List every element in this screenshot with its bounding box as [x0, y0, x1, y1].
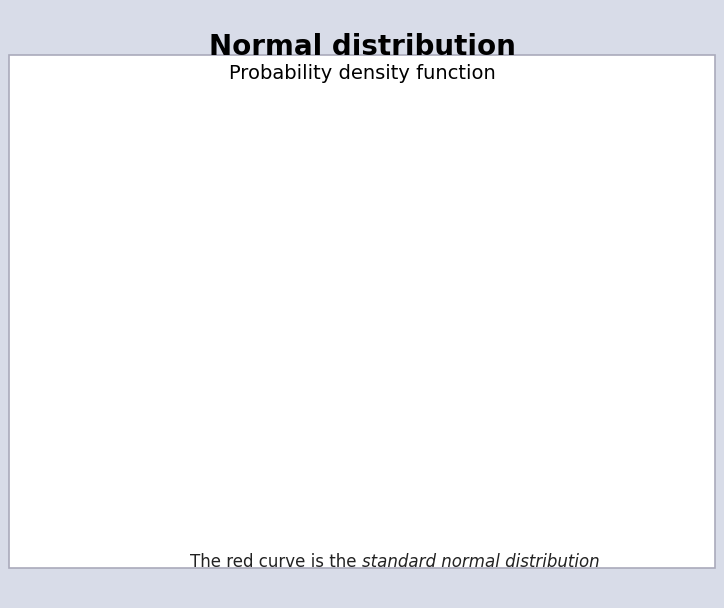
Text: Normal distribution: Normal distribution: [209, 33, 515, 61]
Y-axis label: $\varphi_{\mu,\sigma^2}(x)$: $\varphi_{\mu,\sigma^2}(x)$: [24, 263, 48, 324]
Text: The red curve is the: The red curve is the: [190, 553, 362, 572]
X-axis label: X: X: [390, 527, 403, 545]
Text: Probability density function: Probability density function: [229, 64, 495, 83]
Legend: μ= 0,   σ²= 0.2,, μ= 0,   σ²= 1.0,, μ= 0,   σ²= 5.0,, μ= −2,  σ²= 0.5,: μ= 0, σ²= 0.2,, μ= 0, σ²= 1.0,, μ= 0, σ²…: [519, 92, 702, 185]
Text: standard normal distribution: standard normal distribution: [362, 553, 599, 572]
